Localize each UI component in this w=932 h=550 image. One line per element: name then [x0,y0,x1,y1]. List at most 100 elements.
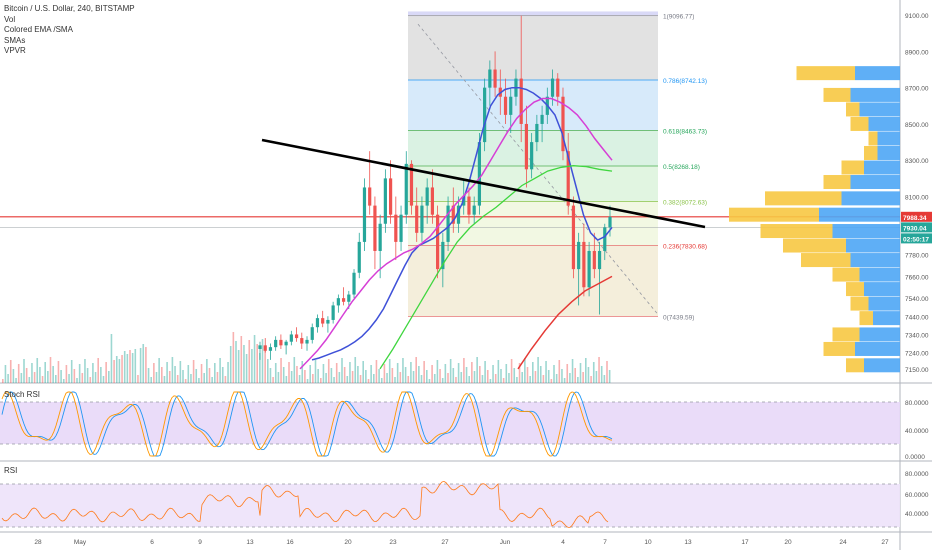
chart-title: Bitcoin / U.S. Dollar, 240, BITSTAMP [4,4,135,13]
volume-bar [33,372,36,383]
vpvr-bar-down [823,341,855,356]
volume-bar [237,350,240,383]
volume-bar [203,373,205,383]
volume-bar [481,375,484,383]
candle-body [268,347,273,351]
volume-bar [176,375,179,383]
vpvr-bar-down [846,358,864,373]
volume-bar [73,369,76,383]
volume-bar [317,369,319,383]
volume-bar [47,371,49,383]
volume-bar [36,358,39,383]
indicator-vol[interactable]: Vol [4,14,16,24]
volume-bar [338,372,341,383]
volume-bar [558,360,561,383]
volume-bar [439,369,441,383]
vpvr-bar-down [859,311,873,326]
volume-bar [341,358,343,383]
volume-bar [327,359,330,383]
volume-bar [240,336,243,383]
candle-body [263,345,267,351]
price-axis-tick: 8100.00 [905,195,929,202]
volume-bar [497,360,500,383]
volume-bar [330,368,333,383]
volume-bar [264,348,266,383]
volume-bar [293,357,296,383]
volume-bar [513,368,516,383]
volume-bar [171,357,174,383]
volume-bar [274,363,277,383]
volume-bar [455,377,457,383]
volume-bar [426,370,428,383]
volume-bar [433,374,436,383]
volume-bar [105,362,107,383]
volume-bar [232,332,235,383]
candle-body [556,78,560,97]
volume-bar [457,363,460,383]
volume-bar [351,371,354,383]
vpvr-bar-up [859,267,900,282]
vpvr-bar-up [855,341,900,356]
volume-bar [150,377,152,383]
indicator-vpvr[interactable]: VPVR [4,46,26,55]
volume-bar [81,373,84,383]
volume-bar [314,360,317,383]
volume-bar [166,362,168,383]
candle-body [608,216,612,228]
candle-body [258,345,262,349]
volume-bar [131,353,134,383]
volume-bar [153,363,155,383]
fib-trend-dashed [417,23,659,315]
stoch-k-line [1,391,613,457]
volume-bar [367,379,370,383]
candle-body [383,178,387,224]
candle-body [587,250,591,288]
volume-bar [216,372,219,383]
candle-body [446,205,450,242]
volume-bar [76,378,78,383]
vpvr-bar-up [832,224,900,239]
volume-bar [585,358,587,383]
candle-body [483,87,487,143]
price-badge-last: 7988.34 [903,215,927,222]
volume-bar [603,375,606,383]
fib-zone [408,245,658,317]
candle-body [540,114,544,124]
indicator-smas[interactable]: SMAs [4,35,26,45]
stoch-rsi-title: Stoch RSI [4,390,41,399]
price-badge-timer-bg [901,233,932,244]
volume-bar [147,368,150,383]
vpvr-bar-down [868,131,878,146]
volume-bar [84,359,86,383]
volume-bar [407,376,410,383]
vpvr-bar-down [783,238,846,253]
volume-bar [195,369,198,383]
price-badge-current-bg [901,222,932,233]
rsi-title: RSI [4,466,18,475]
price-axis-tick: 8300.00 [905,158,929,165]
volume-bar [20,373,23,383]
volume-bar [592,362,595,383]
volume-bar [23,359,25,383]
volume-bar [2,379,4,383]
volume-bar [375,360,378,383]
candle-body [436,214,440,270]
volume-bar [7,374,9,383]
indicator-ema-sma[interactable]: Colored EMA /SMA [4,25,73,34]
volume-bar [539,366,542,383]
volume-bar [198,378,200,383]
volume-bar [57,361,60,383]
fib-zone [408,166,658,202]
vpvr-bar-down [801,253,851,268]
vpvr-bar-up [864,358,900,373]
candle-body [462,196,466,206]
time-axis-tick: 4 [561,539,565,546]
volume-bar [221,367,224,383]
volume-bar [471,362,473,383]
volume-bar [28,377,31,383]
volume-bar [142,344,145,383]
volume-bar [526,367,529,383]
volume-bar [214,363,216,383]
vpvr-bar-down [796,66,855,81]
